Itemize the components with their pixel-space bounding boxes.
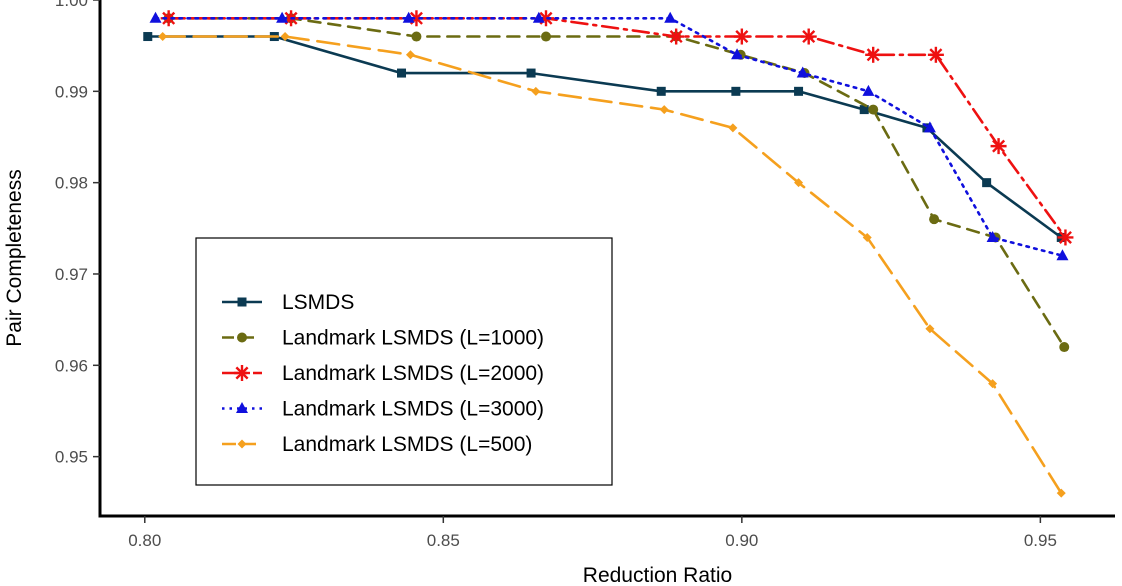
data-point <box>982 178 992 188</box>
y-tick-label: 0.97 <box>55 265 88 284</box>
data-point <box>868 104 879 115</box>
legend-item: Landmark LSMDS (L=2000) <box>222 362 544 385</box>
data-point <box>794 178 804 188</box>
data-point <box>668 28 685 45</box>
y-tick-label: 0.95 <box>55 448 88 467</box>
data-point <box>280 32 290 42</box>
x-tick-label: 0.90 <box>725 531 758 550</box>
data-point <box>659 105 669 115</box>
x-axis-title: Reduction Ratio <box>583 564 732 586</box>
series-1 <box>143 32 1066 242</box>
data-point <box>531 86 541 96</box>
data-point <box>411 31 422 42</box>
legend-item: Landmark LSMDS (L=3000) <box>222 398 544 421</box>
y-tick-label: 1.00 <box>55 0 88 10</box>
data-point <box>929 214 940 225</box>
data-point <box>988 379 998 389</box>
legend-label: Landmark LSMDS (L=500) <box>282 433 532 456</box>
legend-marker <box>236 402 248 413</box>
y-tick-label: 0.99 <box>55 82 88 101</box>
data-point <box>728 123 738 133</box>
data-point <box>859 105 869 115</box>
data-point <box>731 48 744 60</box>
x-tick-label: 0.95 <box>1024 531 1057 550</box>
data-point <box>865 46 882 63</box>
legend-marker <box>234 365 250 381</box>
data-point <box>923 121 936 133</box>
data-point <box>927 46 944 63</box>
data-point <box>541 31 552 42</box>
data-point <box>733 28 750 45</box>
data-point <box>656 86 666 96</box>
legend-label: Landmark LSMDS (L=1000) <box>282 327 544 350</box>
legend-marker <box>237 439 247 449</box>
data-point <box>526 68 536 78</box>
series-line <box>154 16 1064 257</box>
legend-marker <box>237 332 247 343</box>
y-tick-label: 0.96 <box>55 356 88 375</box>
data-point <box>1056 249 1069 261</box>
data-point <box>925 324 935 334</box>
series-3 <box>160 10 1074 246</box>
legend-label: LSMDS <box>282 291 354 314</box>
legend-item: Landmark LSMDS (L=1000) <box>222 327 544 350</box>
data-point <box>862 84 875 96</box>
y-tick-label: 0.98 <box>55 174 88 193</box>
data-point <box>862 232 872 242</box>
data-point <box>405 50 415 60</box>
data-point <box>143 32 153 42</box>
data-point <box>800 28 817 45</box>
series-line <box>167 16 1066 349</box>
data-point <box>397 68 407 78</box>
legend-item: Landmark LSMDS (L=500) <box>222 433 532 456</box>
data-point <box>731 86 741 96</box>
axes-layer: 0.80 0.85 0.90 0.95 0.95 0.96 0.97 0.98 0.99 1.00 <box>55 0 1115 550</box>
data-point <box>158 32 168 42</box>
x-tick-label: 0.80 <box>128 531 161 550</box>
legend-label: Landmark LSMDS (L=3000) <box>282 398 544 421</box>
legend-label: Landmark LSMDS (L=2000) <box>282 362 544 385</box>
series-layer <box>143 10 1074 498</box>
series-line <box>146 35 1063 239</box>
data-point <box>532 11 545 23</box>
data-point <box>402 11 415 23</box>
series-4 <box>149 11 1069 261</box>
legend: LSMDS Landmark LSMDS (L=1000) Landmark LSM… <box>195 237 613 486</box>
legend-item: LSMDS <box>222 291 354 314</box>
series-5 <box>158 32 1066 498</box>
legend-box <box>195 237 613 486</box>
data-point <box>1057 229 1074 246</box>
x-tick-label: 0.85 <box>427 531 460 550</box>
data-point <box>1059 342 1070 353</box>
data-point <box>276 11 289 23</box>
data-point <box>794 86 804 96</box>
data-point <box>990 138 1007 155</box>
data-point <box>664 11 677 23</box>
data-point <box>796 66 809 78</box>
data-point <box>986 230 999 242</box>
data-point <box>1056 488 1066 498</box>
y-axis-title: Pair Completeness <box>3 169 26 346</box>
data-point <box>149 11 162 23</box>
legend-marker <box>237 297 247 307</box>
